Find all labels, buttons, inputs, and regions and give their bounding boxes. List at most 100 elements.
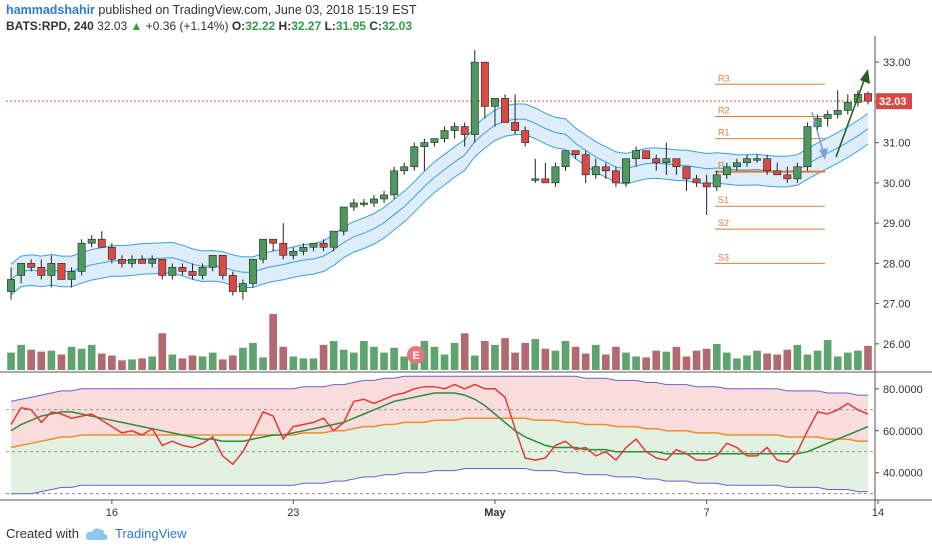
volume-bar (481, 341, 489, 370)
volume-bar (178, 358, 187, 370)
earnings-marker-label: E (412, 350, 419, 362)
volume-bar (440, 354, 449, 370)
volume-bar (733, 358, 741, 370)
change-arrow-icon: ▲ (130, 19, 143, 33)
volume-bar (430, 346, 439, 370)
volume-bar (57, 354, 66, 370)
candle-body (218, 255, 227, 276)
volume-bar (602, 354, 610, 370)
volume-bar (672, 346, 681, 370)
candle-body (763, 158, 772, 172)
volume-bar (208, 352, 217, 370)
volume-bar (773, 354, 782, 370)
candle-body (319, 242, 328, 248)
candle-body (178, 267, 187, 272)
volume-bar (148, 356, 157, 370)
candle-body (349, 202, 358, 208)
volume-bar (591, 344, 600, 370)
volume-bar (501, 338, 509, 370)
candle-body (561, 150, 570, 168)
rsi-tick-label: 80.0000 (883, 384, 923, 396)
candle-body (672, 158, 681, 168)
candle-body (501, 98, 509, 123)
down-arrow-head (819, 148, 828, 160)
open-value: 32.22 (245, 19, 276, 33)
candle-body (511, 122, 520, 131)
rsi-series-line (10, 383, 869, 466)
close-label: C: (369, 19, 382, 33)
volume-bar (299, 358, 308, 370)
rsi-lower-fill (11, 418, 868, 494)
volume-bar (521, 342, 530, 370)
candle-body (97, 238, 106, 248)
candle-body (833, 110, 842, 115)
candle-body (37, 267, 46, 276)
candle-body (228, 275, 237, 292)
volume-bar (722, 352, 731, 370)
volume-bar (652, 350, 661, 370)
candle-body (864, 93, 872, 102)
volume-bar (249, 342, 257, 370)
volume-bar (400, 356, 409, 370)
candle-body (77, 242, 86, 272)
volume-bar (753, 350, 761, 370)
time-tick-label: 23 (287, 507, 299, 519)
candle-body (470, 61, 479, 135)
candle-body (712, 174, 721, 188)
candle-body (551, 166, 560, 184)
candle-body (813, 118, 822, 127)
volume-bar (218, 359, 227, 370)
band-fill (11, 104, 868, 295)
volume-bar (743, 355, 751, 370)
volume-bar (319, 344, 328, 370)
volume-bar (380, 352, 388, 370)
pivot-level-label: S1 (718, 195, 729, 205)
volume-bar (470, 355, 479, 370)
price-tick-label: 31.00 (883, 138, 911, 150)
author-name[interactable]: hammadshahir (6, 3, 95, 17)
volume-bar (329, 341, 338, 370)
candle-body (823, 114, 832, 119)
volume-bar (561, 341, 570, 370)
last-price: 32.03 (97, 19, 128, 33)
candle-body (531, 178, 540, 181)
volume-bar (309, 358, 318, 370)
volume-bar (229, 355, 237, 370)
candle-body (662, 158, 671, 164)
candle-body (27, 263, 36, 268)
high-value: 32.27 (291, 19, 322, 33)
open-label: O: (231, 19, 246, 33)
band-lower-line (10, 134, 869, 296)
volume-bar (632, 356, 640, 370)
candle-body (329, 230, 338, 248)
pivot-level-label: R2 (718, 105, 730, 115)
tradingview-brand[interactable]: TradingView (114, 526, 187, 541)
price-tick-label: 30.00 (883, 178, 911, 190)
volume-bar (360, 341, 368, 370)
candle-body (118, 259, 126, 264)
change-value: +0.36 (+1.14%) (145, 19, 229, 33)
up-arrow-head (860, 69, 870, 84)
volume-bar (622, 352, 630, 370)
volume-bar (763, 353, 771, 370)
volume-bar (511, 352, 519, 370)
pivot-level-label: P (718, 161, 724, 171)
volume-bar (77, 348, 86, 370)
volume-bar (188, 355, 197, 370)
volume-bar (854, 350, 862, 370)
pivot-level-label: S2 (718, 218, 729, 228)
candle-body (793, 166, 802, 180)
volume-bar (239, 347, 247, 370)
earnings-marker (407, 346, 425, 364)
volume-bar (37, 351, 46, 370)
pivot-level-label: R1 (718, 128, 730, 138)
rsi-upper-fill (11, 376, 868, 448)
rsi-tick-label: 60.0000 (883, 426, 923, 438)
candle-body (138, 259, 147, 264)
volume-bar (128, 359, 136, 370)
ohlc-legend: BATS:RPD, 240 32.03 ▲ +0.36 (+1.14%) O:3… (6, 19, 412, 33)
candle-body (7, 279, 15, 292)
candle-body (158, 259, 167, 276)
down-arrow-line (811, 111, 825, 156)
